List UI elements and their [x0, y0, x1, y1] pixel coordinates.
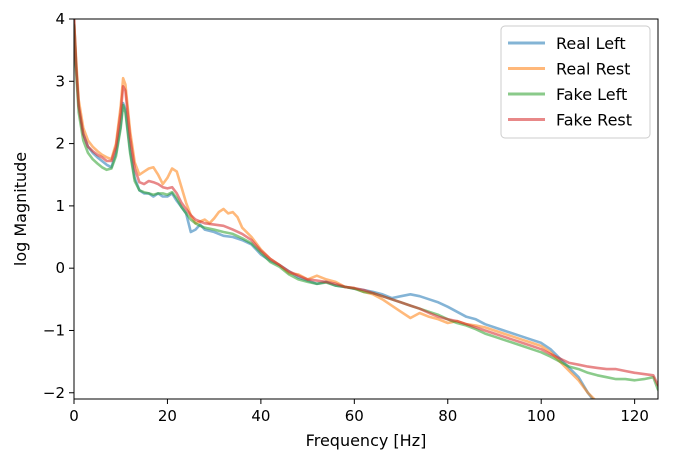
legend-label: Fake Left — [556, 85, 627, 104]
legend-label: Real Left — [556, 34, 626, 53]
y-tick-label: 4 — [55, 10, 65, 28]
legend-label: Real Rest — [556, 60, 630, 79]
y-tick-label: −1 — [43, 321, 65, 339]
series-line-1 — [74, 19, 597, 399]
x-tick-label: 60 — [345, 407, 364, 425]
legend-box — [500, 25, 651, 139]
series-line-2 — [74, 23, 658, 391]
x-axis-label: Frequency [Hz] — [306, 431, 427, 450]
x-axis: 0 20 40 60 80 100 120 — [69, 399, 649, 425]
series-line-3 — [74, 19, 658, 387]
y-axis: −2 −1 0 1 2 3 4 — [43, 10, 74, 402]
x-tick-label: 120 — [620, 407, 649, 425]
x-tick-label: 80 — [438, 407, 457, 425]
x-tick-label: 0 — [69, 407, 79, 425]
x-tick-label: 100 — [527, 407, 556, 425]
y-tick-label: 0 — [55, 259, 65, 277]
y-tick-label: −2 — [43, 384, 65, 402]
x-tick-label: 40 — [251, 407, 270, 425]
series-layer — [74, 19, 658, 399]
plot-frame — [73, 18, 659, 400]
y-tick-label: 3 — [55, 72, 65, 90]
series-line-0 — [74, 19, 595, 399]
y-axis-label: log Magnitude — [11, 152, 30, 266]
x-tick-label: 20 — [158, 407, 177, 425]
legend-label: Fake Rest — [556, 111, 632, 130]
y-tick-label: 1 — [55, 197, 65, 215]
legend: Real Left Real Rest Fake Left Fake Rest — [500, 25, 651, 139]
y-tick-label: 2 — [55, 135, 65, 153]
